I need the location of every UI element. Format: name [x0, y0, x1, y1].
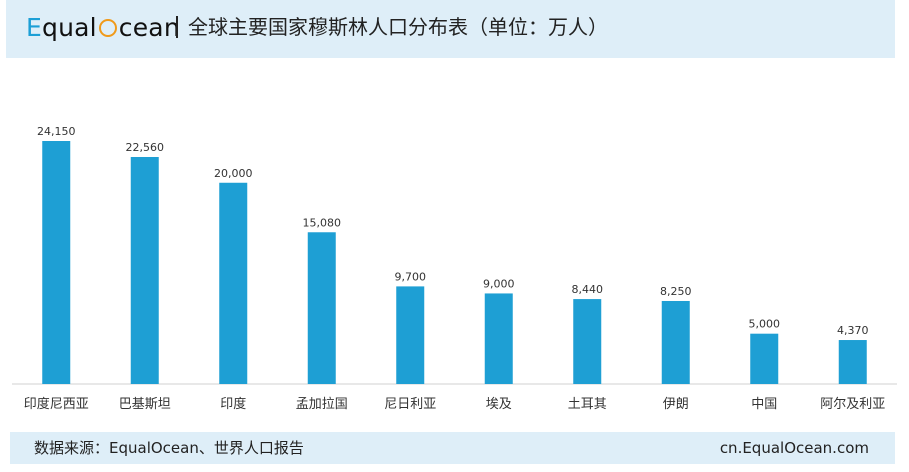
bar	[307, 232, 336, 384]
x-tick-label: 孟加拉国	[296, 397, 348, 412]
data-label: 22,560	[126, 141, 165, 154]
data-label: 15,080	[303, 216, 342, 229]
bar	[42, 141, 71, 384]
x-tick-label: 尼日利亚	[384, 397, 436, 412]
logo-e: E	[26, 12, 42, 42]
equalocean-logo: E qual cean	[26, 12, 180, 42]
data-label: 9,000	[483, 277, 515, 290]
data-source: 数据来源：EqualOcean、世界人口报告	[34, 439, 304, 457]
x-tick-label: 伊朗	[663, 397, 689, 412]
data-label: 5,000	[749, 318, 781, 331]
bar	[484, 293, 513, 384]
bar	[750, 333, 779, 384]
bar	[661, 300, 690, 384]
bar-chart: 24,150 印度尼西亚 22,560 巴基斯坦 20,000 印度 15,080 孟加拉国 9…	[12, 125, 897, 412]
bar	[396, 286, 425, 384]
x-tick-label: 土耳其	[568, 397, 607, 412]
chart-title: 全球主要国家穆斯林人口分布表（单位：万人）	[188, 15, 608, 39]
bar	[573, 299, 602, 384]
logo-o-ring-icon	[98, 19, 117, 37]
data-label: 8,250	[660, 285, 692, 298]
data-label: 9,700	[395, 270, 427, 283]
title-divider	[176, 16, 178, 38]
data-label: 8,440	[572, 283, 604, 296]
data-label: 4,370	[837, 324, 869, 337]
data-label: 20,000	[214, 167, 253, 180]
bar	[838, 340, 867, 384]
x-tick-label: 巴基斯坦	[119, 397, 171, 412]
data-label: 24,150	[37, 125, 76, 138]
bar	[219, 182, 248, 384]
x-tick-label: 埃及	[486, 397, 512, 412]
logo-cean: cean	[118, 12, 180, 42]
bar	[130, 156, 159, 384]
x-tick-label: 中国	[751, 397, 777, 412]
site-url: cn.EqualOcean.com	[719, 439, 869, 457]
x-tick-label: 印度尼西亚	[24, 396, 89, 412]
x-tick-label: 阿尔及利亚	[820, 397, 885, 412]
x-tick-label: 印度	[220, 396, 246, 412]
footer-banner: 数据来源：EqualOcean、世界人口报告 cn.EqualOcean.com	[10, 432, 895, 464]
logo-qual: qual	[42, 12, 97, 42]
header-banner: E qual cean 全球主要国家穆斯林人口分布表（单位：万人）	[6, 0, 895, 58]
